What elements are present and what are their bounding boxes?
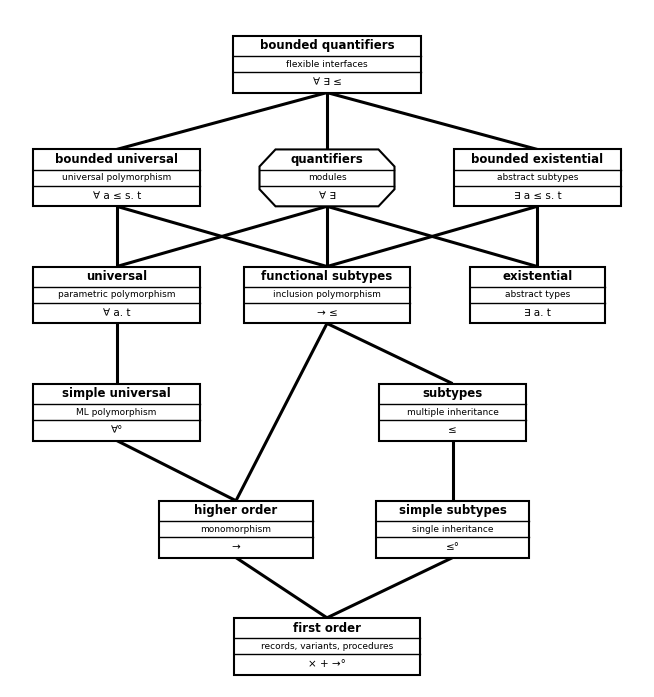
Text: abstract subtypes: abstract subtypes <box>496 174 578 183</box>
Text: ≤°: ≤° <box>445 542 460 552</box>
Bar <box>234 618 420 675</box>
Text: × + →°: × + →° <box>308 659 346 669</box>
Text: →: → <box>232 542 240 552</box>
Text: subtypes: subtypes <box>422 388 483 400</box>
Text: ∀ a ≤ s. t: ∀ a ≤ s. t <box>93 191 141 201</box>
Text: simple universal: simple universal <box>62 388 171 400</box>
Text: ∃ a. t: ∃ a. t <box>524 308 551 318</box>
Text: ∀ ∃ ≤: ∀ ∃ ≤ <box>313 77 341 87</box>
Text: universal: universal <box>86 270 147 283</box>
Text: parametric polymorphism: parametric polymorphism <box>58 291 175 300</box>
Polygon shape <box>260 149 394 206</box>
Text: ∃ a ≤ s. t: ∃ a ≤ s. t <box>513 191 561 201</box>
Text: bounded universal: bounded universal <box>55 153 178 166</box>
Bar <box>379 383 526 441</box>
Text: modules: modules <box>307 174 347 183</box>
Text: bounded existential: bounded existential <box>472 153 604 166</box>
Text: higher order: higher order <box>194 505 277 517</box>
Text: single inheritance: single inheritance <box>412 525 493 534</box>
Text: ∀°: ∀° <box>111 425 123 435</box>
Text: records, variants, procedures: records, variants, procedures <box>261 642 393 651</box>
Text: flexible interfaces: flexible interfaces <box>286 60 368 68</box>
Text: universal polymorphism: universal polymorphism <box>62 174 171 183</box>
Bar <box>33 266 200 323</box>
Text: abstract types: abstract types <box>505 291 570 300</box>
Text: ∀ a. t: ∀ a. t <box>103 308 130 318</box>
Bar <box>33 383 200 441</box>
Bar <box>233 36 421 93</box>
Bar <box>470 266 605 323</box>
Bar <box>375 500 530 558</box>
Text: first order: first order <box>293 622 361 634</box>
Text: bounded quantifiers: bounded quantifiers <box>260 40 394 52</box>
Text: quantifiers: quantifiers <box>290 153 364 166</box>
Text: ∀ ∃: ∀ ∃ <box>318 191 336 201</box>
Bar <box>159 500 313 558</box>
Bar <box>454 149 621 206</box>
Text: functional subtypes: functional subtypes <box>262 270 392 283</box>
Text: → ≤: → ≤ <box>317 308 337 318</box>
Text: ≤: ≤ <box>448 425 457 435</box>
Text: multiple inheritance: multiple inheritance <box>407 408 498 417</box>
Text: existential: existential <box>502 270 572 283</box>
Text: monomorphism: monomorphism <box>201 525 271 534</box>
Bar <box>33 149 200 206</box>
Text: inclusion polymorphism: inclusion polymorphism <box>273 291 381 300</box>
Text: ML polymorphism: ML polymorphism <box>77 408 157 417</box>
Text: simple subtypes: simple subtypes <box>399 505 506 517</box>
Bar <box>244 266 410 323</box>
